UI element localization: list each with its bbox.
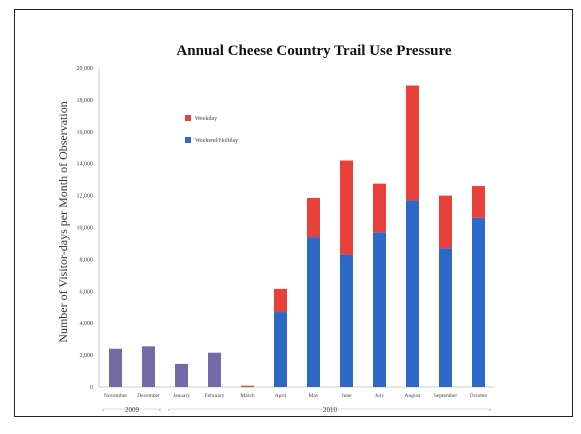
bar-series-january bbox=[175, 363, 188, 387]
x-tick-label: November bbox=[104, 393, 127, 399]
x-tick-label: October bbox=[470, 393, 488, 399]
bar-weekday-july bbox=[373, 183, 386, 233]
group-label: 2010 bbox=[323, 406, 338, 414]
bar-weekday-september bbox=[439, 195, 452, 249]
bar-series-december bbox=[142, 346, 155, 387]
stacked-bar-chart: Annual Cheese Country Trail Use Pressure… bbox=[56, 43, 495, 414]
x-tick-label: December bbox=[137, 393, 160, 399]
legend: Weekday Weekend/Holiday bbox=[185, 115, 238, 144]
y-tick-label: 8,000 bbox=[80, 257, 94, 263]
legend-swatch bbox=[185, 115, 191, 121]
bar-weekend-holiday-may bbox=[307, 237, 320, 387]
bracket-arrow-left: ‹ bbox=[102, 407, 104, 413]
x-axis-labels: November December January February March Apri… bbox=[104, 393, 488, 399]
y-axis-label: Number of Visitor-days per Month of Obse… bbox=[56, 101, 70, 342]
x-tick-label: July bbox=[375, 393, 384, 399]
group-label: 2009 bbox=[125, 406, 140, 414]
bar-series-november bbox=[109, 348, 122, 387]
legend-label: Weekend/Holiday bbox=[195, 138, 238, 144]
legend-label: Weekday bbox=[195, 116, 217, 122]
y-tick-label: 0 bbox=[90, 385, 93, 391]
y-tick-label: 18,000 bbox=[77, 98, 94, 104]
x-tick-label: April bbox=[275, 393, 287, 399]
bar-weekend-holiday-october bbox=[472, 217, 485, 387]
y-tick-label: 6,000 bbox=[80, 289, 94, 295]
bar-series-february bbox=[208, 352, 221, 387]
bar-weekend-holiday-september bbox=[439, 248, 452, 387]
bracket-arrow-left: ‹ bbox=[168, 407, 170, 413]
bar-weekend-holiday-august bbox=[406, 200, 419, 387]
x-tick-label: January bbox=[173, 393, 190, 399]
year-groups: ‹ › 2009 ‹ › 2010 bbox=[102, 406, 491, 414]
bar-weekday-may bbox=[307, 197, 320, 238]
y-tick-label: 10,000 bbox=[77, 226, 94, 232]
bar-weekday-october bbox=[472, 186, 485, 218]
y-tick-label: 4,000 bbox=[80, 321, 94, 327]
y-tick-label: 14,000 bbox=[77, 162, 94, 168]
bracket-arrow-right: › bbox=[159, 407, 161, 413]
axes bbox=[98, 68, 495, 388]
bars bbox=[109, 85, 485, 387]
bar-weekday-april bbox=[274, 288, 287, 313]
legend-swatch bbox=[185, 137, 191, 143]
x-tick-label: May bbox=[308, 393, 318, 399]
chart-frame: Annual Cheese Country Trail Use Pressure… bbox=[14, 9, 573, 417]
x-tick-label: February bbox=[205, 393, 225, 399]
bar-weekday-june bbox=[340, 160, 353, 255]
bar-weekday-march bbox=[241, 385, 254, 387]
y-tick-label: 2,000 bbox=[80, 353, 94, 359]
x-tick-label: March bbox=[240, 393, 255, 399]
bar-weekend-holiday-june bbox=[340, 254, 353, 387]
x-tick-label: September bbox=[434, 393, 458, 399]
bar-weekend-holiday-april bbox=[274, 312, 287, 387]
y-tick-label: 12,000 bbox=[77, 194, 94, 200]
bar-weekend-holiday-july bbox=[373, 232, 386, 387]
y-tick-label: 16,000 bbox=[77, 130, 94, 136]
x-tick-label: August bbox=[405, 393, 421, 399]
y-axis-ticks: 0 2,000 4,000 6,000 8,000 10,000 12,000 14,000 1… bbox=[77, 66, 94, 391]
bar-weekday-august bbox=[406, 85, 419, 201]
y-tick-label: 20,000 bbox=[77, 66, 94, 72]
bracket-arrow-right: › bbox=[489, 407, 491, 413]
chart-title: Annual Cheese Country Trail Use Pressure bbox=[176, 43, 451, 59]
x-tick-label: June bbox=[341, 393, 352, 399]
